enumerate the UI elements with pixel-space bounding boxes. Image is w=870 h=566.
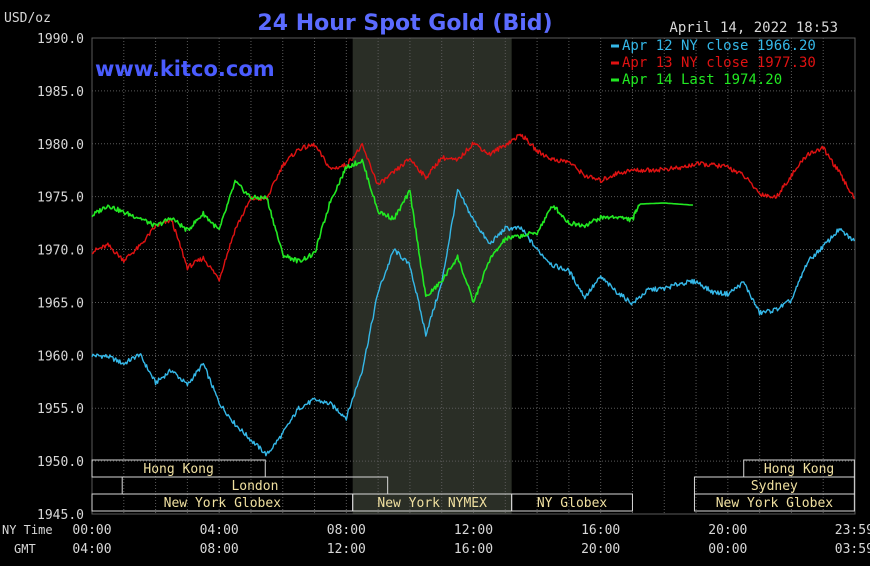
- x-tick-label-ny: 12:00: [454, 523, 493, 538]
- gmt-row-label: GMT: [14, 542, 36, 556]
- session-label: New York Globex: [164, 496, 282, 511]
- y-tick-label: 1945.0: [37, 508, 84, 523]
- session-label: London: [231, 479, 278, 494]
- session-label: New York NYMEX: [377, 496, 487, 511]
- session-label: Hong Kong: [764, 462, 834, 477]
- x-tick-label-ny: 23:59: [835, 523, 870, 538]
- chart-title: 24 Hour Spot Gold (Bid): [257, 11, 552, 36]
- y-tick-label: 1975.0: [37, 191, 84, 206]
- session-box: [693, 493, 855, 512]
- y-tick-label: 1980.0: [37, 138, 84, 153]
- x-tick-label-gmt: 12:00: [327, 542, 366, 557]
- legend-entry: Apr 12 NY close 1966.20: [622, 38, 816, 54]
- series-line-apr12: [91, 188, 856, 457]
- session-label: Hong Kong: [143, 462, 213, 477]
- session-label: NY Globex: [537, 496, 608, 511]
- x-tick-label-ny: 20:00: [708, 523, 747, 538]
- y-tick-label: 1965.0: [37, 296, 84, 311]
- timestamp-label: April 14, 2022 18:53: [669, 20, 838, 36]
- series-line-apr13: [91, 133, 855, 282]
- x-tick-label-ny: 08:00: [327, 523, 366, 538]
- y-tick-label: 1970.0: [37, 244, 84, 259]
- y-tick-label: 1985.0: [37, 85, 84, 100]
- series-line-apr14: [91, 158, 693, 304]
- session-label: Sydney: [751, 479, 798, 494]
- nymex-session-band: [352, 38, 512, 514]
- legend-entry: Apr 14 Last 1974.20: [622, 72, 782, 88]
- x-tick-label-gmt: 16:00: [454, 542, 493, 557]
- y-tick-label: 1960.0: [37, 349, 84, 364]
- x-tick-label-gmt: 03:59: [835, 542, 870, 557]
- x-tick-label-ny: 00:00: [72, 523, 111, 538]
- session-label: New York Globex: [716, 496, 834, 511]
- brand-watermark: www.kitco.com: [95, 57, 275, 81]
- x-tick-label-gmt: 20:00: [581, 542, 620, 557]
- y-tick-label: 1955.0: [37, 402, 84, 417]
- unit-label: USD/oz: [4, 11, 51, 26]
- y-tick-label: 1950.0: [37, 455, 84, 470]
- x-tick-label-gmt: 08:00: [200, 542, 239, 557]
- x-tick-label-gmt: 04:00: [72, 542, 111, 557]
- session-box: [511, 493, 633, 512]
- y-tick-label: 1990.0: [37, 32, 84, 47]
- x-tick-label-ny: 16:00: [581, 523, 620, 538]
- x-tick-label-ny: 04:00: [200, 523, 239, 538]
- legend-entry: Apr 13 NY close 1977.30: [622, 55, 816, 71]
- x-tick-label-gmt: 00:00: [708, 542, 747, 557]
- ny-time-row-label: NY Time: [2, 523, 53, 537]
